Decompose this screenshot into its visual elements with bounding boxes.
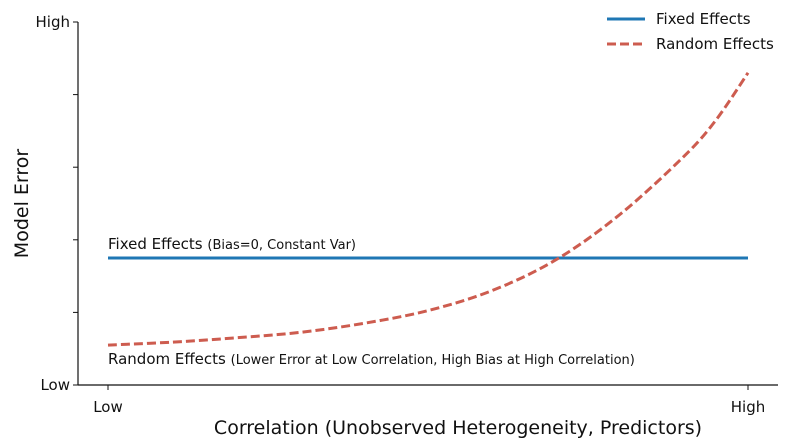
annotations: Fixed Effects (Bias=0, Constant Var) Rand… — [108, 235, 635, 368]
x-tick-label: High — [731, 398, 765, 416]
annotation-detail: (Lower Error at Low Correlation, High Bi… — [231, 353, 635, 368]
annotation-main: Random Effects — [108, 350, 231, 368]
legend-label: Fixed Effects — [656, 10, 751, 28]
annotation-fe: Fixed Effects (Bias=0, Constant Var) — [108, 235, 356, 253]
annotation-re: Random Effects (Lower Error at Low Corre… — [108, 350, 635, 368]
axes: Low High Low High Correlation (Unobserved He… — [11, 13, 778, 439]
series-layer — [107, 71, 750, 347]
y-axis-title: Model Error — [11, 149, 33, 259]
y-tick-label: Low — [40, 376, 70, 394]
legend-label: Random Effects — [656, 35, 774, 53]
x-tick-label: Low — [93, 398, 123, 416]
annotation-main: Fixed Effects — [108, 235, 207, 253]
x-axis-title: Correlation (Unobserved Heterogeneity, P… — [214, 417, 702, 439]
series-line-random-effects — [107, 71, 750, 347]
annotation-detail: (Bias=0, Constant Var) — [207, 238, 356, 253]
y-tick-label: High — [36, 13, 70, 31]
legend: Fixed Effects Random Effects — [607, 10, 774, 53]
